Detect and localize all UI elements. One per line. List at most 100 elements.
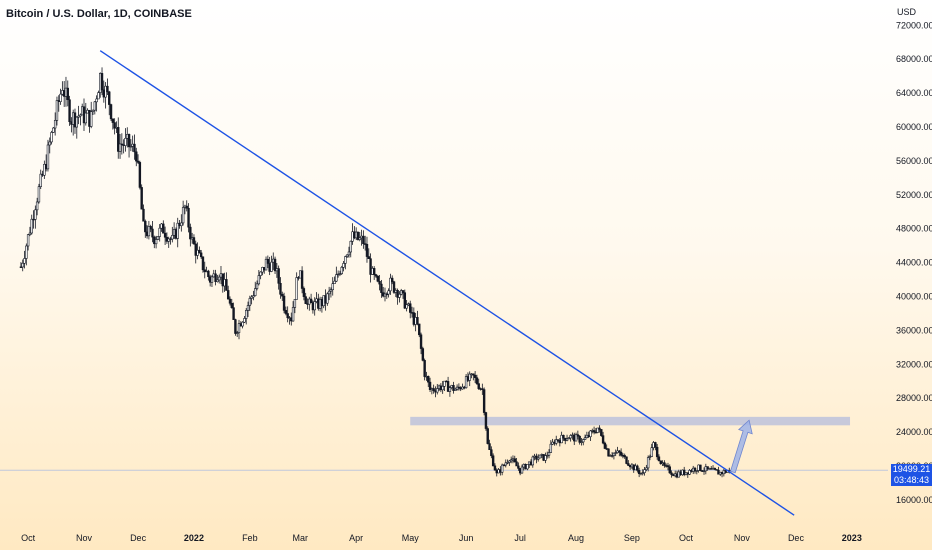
candle — [362, 230, 365, 249]
candle — [120, 133, 124, 155]
candle — [327, 286, 331, 301]
candle — [113, 118, 116, 135]
price-axis[interactable]: 72000.00 68000.00 64000.00 60000.00 56000.00… — [896, 20, 932, 505]
projection-arrow[interactable] — [729, 419, 753, 474]
downtrend-line-stroke[interactable] — [99, 50, 795, 516]
candle — [30, 214, 33, 235]
candle — [333, 276, 336, 285]
candle — [598, 425, 601, 433]
candle — [650, 443, 653, 457]
candle — [118, 133, 122, 159]
candle — [149, 224, 152, 233]
price-tick-label: 44000.00 — [896, 258, 932, 268]
currency-label: USD — [897, 7, 917, 17]
candle — [187, 203, 190, 233]
candle — [117, 117, 120, 159]
candle — [347, 246, 351, 258]
candle — [163, 226, 167, 246]
candle — [688, 469, 691, 476]
candle — [194, 240, 197, 264]
resistance-zone[interactable] — [410, 416, 851, 426]
price-tick-label: 36000.00 — [896, 325, 932, 335]
candle — [281, 291, 284, 301]
candle — [59, 88, 62, 105]
candle — [356, 231, 360, 241]
candle — [614, 449, 617, 457]
candle — [21, 259, 24, 272]
candle — [646, 455, 650, 472]
candle — [488, 439, 491, 451]
candle — [391, 275, 394, 285]
time-tick-label: Dec — [130, 533, 147, 543]
candle — [576, 430, 580, 440]
candle — [389, 273, 392, 295]
projection-arrow-shape[interactable] — [729, 419, 753, 474]
candle — [264, 256, 268, 271]
candle — [682, 466, 686, 477]
candle — [138, 160, 142, 190]
candle — [91, 109, 95, 115]
candle — [565, 434, 569, 442]
symbol-title[interactable]: Bitcoin / U.S. Dollar, 1D, COINBASE — [6, 8, 192, 20]
candle — [387, 288, 390, 298]
time-tick-label: Oct — [679, 533, 694, 543]
candle — [142, 204, 145, 222]
candle — [625, 456, 628, 465]
time-tick-label: 2022 — [184, 533, 204, 543]
candle — [367, 248, 370, 259]
candle — [443, 380, 446, 392]
price-tick-label: 60000.00 — [896, 122, 932, 132]
candle — [500, 463, 504, 476]
candle — [28, 226, 32, 237]
downtrend-line[interactable] — [99, 50, 795, 516]
candle — [25, 243, 28, 266]
time-tick-label: Feb — [242, 533, 258, 543]
candle — [526, 464, 529, 471]
resistance-zone-rect[interactable] — [410, 416, 851, 426]
candle — [401, 289, 405, 299]
candle — [623, 453, 626, 459]
candle — [326, 292, 329, 306]
price-tick-label: 16000.00 — [896, 495, 932, 505]
candle — [578, 435, 581, 445]
candle — [228, 296, 232, 306]
candle — [600, 429, 603, 437]
candle — [39, 169, 42, 190]
candle — [109, 103, 113, 122]
candle — [592, 426, 596, 435]
candle — [135, 147, 138, 167]
candle — [246, 301, 250, 317]
candle — [90, 101, 93, 129]
last-price-tag: 19499.21 — [891, 464, 932, 476]
candle — [657, 454, 661, 462]
time-tick-label: Nov — [76, 533, 93, 543]
time-axis[interactable]: Oct Nov Dec 2022 Feb Mar Apr May Jun Jul Aug Sep Oct… — [21, 533, 862, 543]
candle — [291, 301, 295, 322]
candle — [237, 319, 241, 340]
candle — [562, 434, 565, 441]
candle — [167, 236, 170, 248]
time-tick-label: Nov — [734, 533, 751, 543]
candle — [446, 376, 450, 392]
candle — [396, 288, 399, 305]
candle — [504, 459, 507, 468]
candle — [79, 113, 82, 126]
candle — [335, 266, 338, 283]
candle — [329, 287, 333, 298]
candle — [75, 116, 78, 139]
candle — [255, 280, 259, 291]
candle — [302, 286, 306, 301]
candle — [421, 346, 425, 362]
time-tick-label: Dec — [788, 533, 805, 543]
candle — [26, 233, 30, 251]
candle — [556, 439, 560, 443]
candle — [405, 300, 408, 312]
candle — [106, 78, 109, 96]
candle — [127, 133, 131, 158]
candle — [358, 232, 361, 242]
candle — [475, 374, 479, 385]
candle — [477, 378, 480, 390]
candle — [508, 459, 511, 466]
